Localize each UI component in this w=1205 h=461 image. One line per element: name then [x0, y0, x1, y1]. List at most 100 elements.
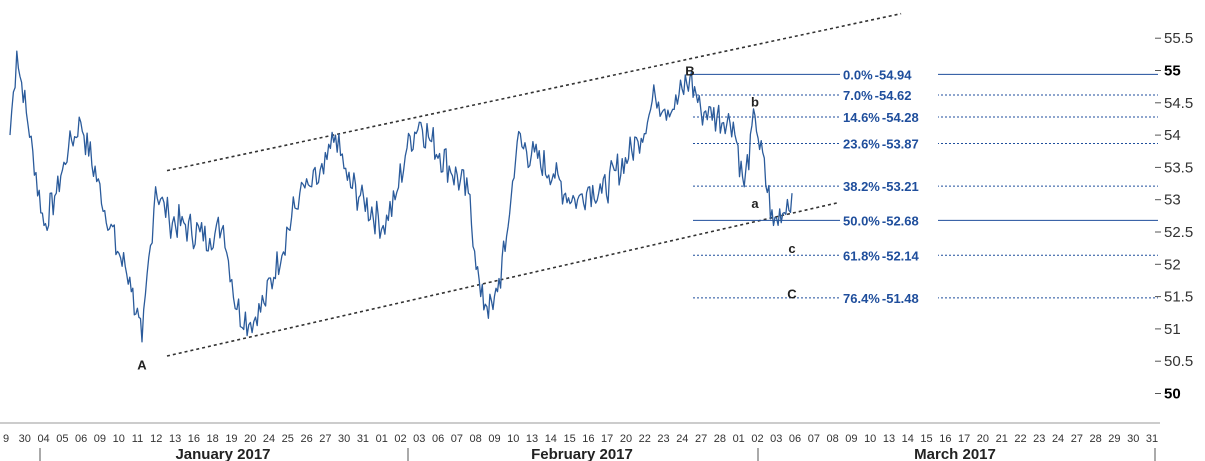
fib-percent: 38.2% — [843, 179, 880, 194]
fib-percent: 7.0% — [843, 88, 873, 103]
x-tick-label: 18 — [207, 433, 219, 445]
x-tick-label: 16 — [582, 433, 594, 445]
x-tick-label: 22 — [1014, 433, 1026, 445]
fib-separator: - — [875, 67, 879, 82]
x-tick-label: 13 — [526, 433, 538, 445]
fib-label: 14.6% -54.28 — [843, 110, 919, 125]
fib-value: 52.68 — [886, 213, 919, 228]
x-tick-label: 23 — [1033, 433, 1045, 445]
y-tick-label: 51 — [1164, 321, 1181, 338]
x-tick-label: 04 — [37, 433, 49, 445]
x-tick-label: 01 — [733, 433, 745, 445]
x-tick-label: 27 — [1071, 433, 1083, 445]
fib-separator: - — [882, 291, 886, 306]
x-tick-label: 05 — [56, 433, 68, 445]
x-tick-label: 22 — [639, 433, 651, 445]
wave-label-b: b — [751, 95, 759, 110]
fib-label-bg — [840, 108, 938, 125]
x-tick-label: 28 — [714, 433, 726, 445]
x-tick-label: 29 — [1108, 433, 1120, 445]
fib-separator: - — [882, 213, 886, 228]
x-tick-label: 07 — [451, 433, 463, 445]
y-tick-label: 53 — [1164, 192, 1181, 209]
x-tick-label: 09 — [488, 433, 500, 445]
y-tick-label: 53.5 — [1164, 159, 1193, 176]
x-tick-label: 13 — [169, 433, 181, 445]
fib-percent: 76.4% — [843, 291, 880, 306]
y-tick-label: 54.5 — [1164, 95, 1193, 112]
x-tick-label: 15 — [563, 433, 575, 445]
fib-value: 54.62 — [879, 88, 912, 103]
x-tick-label: 07 — [808, 433, 820, 445]
channel-line-lower — [166, 202, 838, 357]
month-label: February 2017 — [531, 446, 633, 461]
fib-percent: 61.8% — [843, 248, 880, 263]
y-tick-label: 52 — [1164, 256, 1181, 273]
x-tick-label: 10 — [507, 433, 519, 445]
fib-label-bg — [840, 246, 938, 263]
x-tick-label: 25 — [282, 433, 294, 445]
x-tick-label: 03 — [413, 433, 425, 445]
fib-percent: 50.0% — [843, 213, 880, 228]
fib-value: 54.94 — [879, 67, 912, 82]
x-tick-label: 30 — [1127, 433, 1139, 445]
y-axis: 50 50.5 51 51.5 52 52.5 53 53.5 54 54.5 55 55.5 — [1155, 30, 1193, 403]
fib-percent: 14.6% — [843, 110, 880, 125]
x-tick-label: 10 — [864, 433, 876, 445]
fib-label-bg — [840, 86, 938, 103]
month-label: January 2017 — [175, 446, 270, 461]
fib-separator: - — [875, 88, 879, 103]
y-tick-label: 50 — [1164, 386, 1181, 403]
fib-value: 54.28 — [886, 110, 919, 125]
x-tick-label: 14 — [902, 433, 914, 445]
fib-separator: - — [882, 110, 886, 125]
fib-value: 53.21 — [886, 179, 919, 194]
wave-label-C: C — [787, 286, 797, 301]
x-tick-label: 13 — [883, 433, 895, 445]
fib-label: 23.6% -53.87 — [843, 136, 919, 151]
wave-label-A: A — [137, 357, 147, 372]
x-tick-label: 09 — [845, 433, 857, 445]
x-tick-label: 30 — [338, 433, 350, 445]
x-tick-label: 17 — [601, 433, 613, 445]
x-tick-label: 12 — [150, 433, 162, 445]
x-tick-label: 20 — [620, 433, 632, 445]
x-tick-label: 21 — [996, 433, 1008, 445]
x-tick-label: 28 — [1090, 433, 1102, 445]
x-tick-label: 19 — [225, 433, 237, 445]
x-tick-label: 24 — [263, 433, 275, 445]
fib-label: 50.0% -52.68 — [843, 213, 919, 228]
wave-label-c: c — [788, 241, 795, 256]
x-tick-label: 16 — [939, 433, 951, 445]
fib-label-bg — [840, 177, 938, 194]
x-tick-label: 20 — [244, 433, 256, 445]
y-tick-label: 50.5 — [1164, 353, 1193, 370]
y-tick-label: 51.5 — [1164, 289, 1193, 306]
fib-value: 53.87 — [886, 136, 919, 151]
fib-separator: - — [882, 248, 886, 263]
x-tick-label: 09 — [94, 433, 106, 445]
x-tick-label: 17 — [958, 433, 970, 445]
fib-label: 0.0% -54.94 — [843, 67, 912, 82]
price-series-line — [9, 50, 793, 343]
x-tick-label: 11 — [132, 433, 143, 445]
x-tick-label: 31 — [1146, 433, 1158, 445]
x-tick-label: 08 — [470, 433, 482, 445]
x-tick-label: 9 — [3, 433, 9, 445]
x-tick-label: 20 — [977, 433, 989, 445]
y-tick-label: 55 — [1164, 63, 1181, 80]
x-tick-label: 16 — [188, 433, 200, 445]
fib-percent: 0.0% — [843, 67, 873, 82]
fib-value: 52.14 — [886, 248, 919, 263]
fib-value: 51.48 — [886, 291, 919, 306]
x-tick-label: 24 — [1052, 433, 1064, 445]
x-tick-label: 06 — [75, 433, 87, 445]
x-tick-label: 06 — [432, 433, 444, 445]
x-tick-label: 10 — [113, 433, 125, 445]
x-tick-label: 01 — [376, 433, 388, 445]
x-tick-label: 03 — [770, 433, 782, 445]
y-tick-label: 54 — [1164, 127, 1181, 144]
fib-label: 7.0% -54.62 — [843, 88, 912, 103]
